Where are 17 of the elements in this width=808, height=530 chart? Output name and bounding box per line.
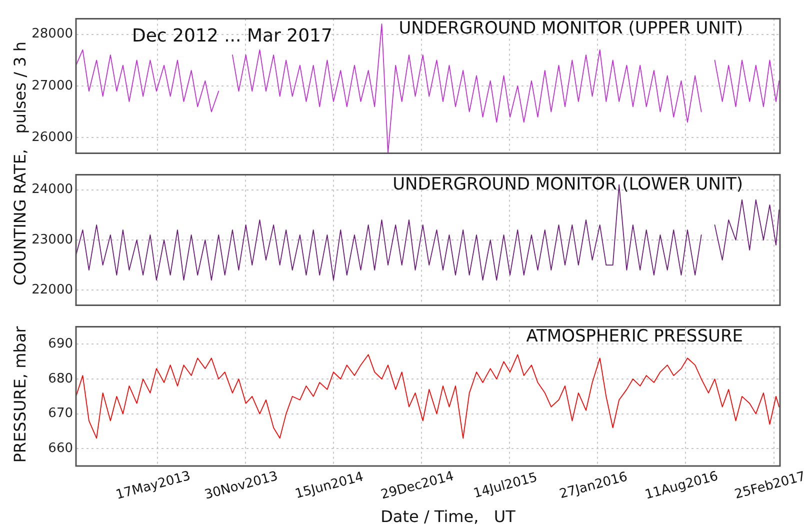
- y-tick-label: 670: [48, 406, 73, 422]
- chart-title: UNDERGROUND MONITOR (LOWER UNIT): [392, 174, 743, 195]
- y-tick-label: 28000: [32, 26, 73, 42]
- y-tick-label: 27000: [32, 78, 73, 94]
- y-tick-label: 26000: [32, 130, 73, 146]
- x-axis-title: Date / Time, UT: [380, 507, 516, 526]
- y-tick-label: 690: [48, 336, 73, 352]
- chart-title: UNDERGROUND MONITOR (UPPER UNIT): [398, 18, 743, 39]
- y-tick-label: 24000: [32, 182, 73, 198]
- y-tick-label: 660: [48, 440, 73, 456]
- annotation: Dec 2012 ... Mar 2017: [132, 25, 332, 46]
- y-axis-title: PRESSURE, mbar: [10, 326, 30, 462]
- y-axis-title: COUNTING RATE, pulses / 3 h: [10, 41, 30, 286]
- y-tick-label: 22000: [32, 282, 73, 298]
- y-tick-label: 23000: [32, 232, 73, 248]
- chart-title: ATMOSPHERIC PRESSURE: [526, 326, 743, 347]
- y-tick-label: 680: [48, 371, 73, 386]
